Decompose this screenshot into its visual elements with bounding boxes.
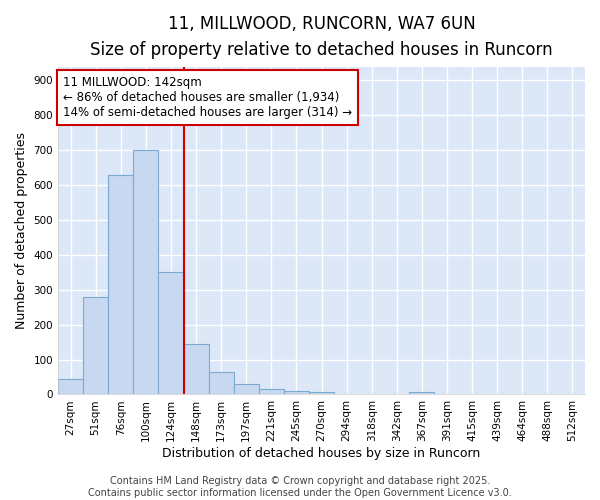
X-axis label: Distribution of detached houses by size in Runcorn: Distribution of detached houses by size … (163, 447, 481, 460)
Y-axis label: Number of detached properties: Number of detached properties (15, 132, 28, 329)
Bar (83, 297, 108, 394)
Text: 11 MILLWOOD: 142sqm
← 86% of detached houses are smaller (1,934)
14% of semi-det: 11 MILLWOOD: 142sqm ← 86% of detached ho… (64, 76, 352, 120)
Bar (209, 372, 233, 394)
Text: Contains HM Land Registry data © Crown copyright and database right 2025.
Contai: Contains HM Land Registry data © Crown c… (88, 476, 512, 498)
Bar (284, 391, 309, 394)
Bar (58, 379, 83, 394)
Bar (184, 344, 209, 395)
Bar (233, 384, 259, 394)
Bar (158, 272, 184, 394)
Bar (409, 392, 434, 394)
Bar (133, 150, 158, 394)
Title: 11, MILLWOOD, RUNCORN, WA7 6UN
Size of property relative to detached houses in R: 11, MILLWOOD, RUNCORN, WA7 6UN Size of p… (90, 15, 553, 60)
Bar (309, 392, 334, 394)
Bar (108, 174, 133, 394)
Bar (259, 389, 284, 394)
